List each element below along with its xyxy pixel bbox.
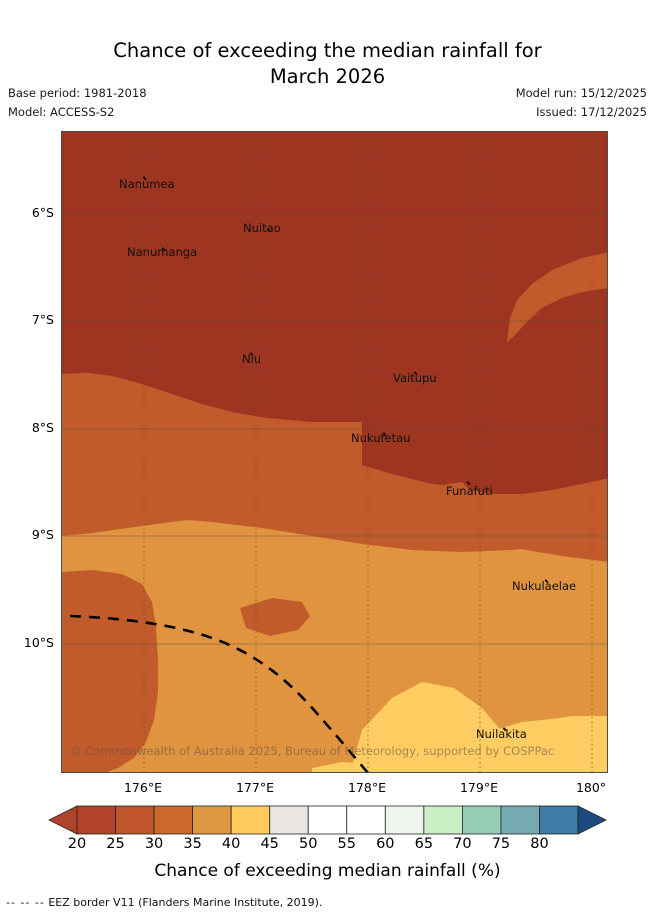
colorbar-tick: 50 [298,836,318,852]
island-label: Nukulaelae [512,579,576,593]
colorbar[interactable]: 20 25 30 35 40 45 50 55 60 65 70 75 80 [0,800,655,860]
island-marker [382,432,387,437]
colorbar-segment[interactable] [384,805,425,835]
colorbar-segment[interactable] [153,805,194,835]
island-label: Nuilakita [476,727,527,741]
colorbar-segment[interactable] [346,805,386,835]
y-tick-10s: 10°S [23,635,54,650]
colorbar-tick: 65 [414,836,434,852]
colorbar-title: Chance of exceeding median rainfall (%) [154,861,501,881]
colorbar-segment[interactable] [461,805,502,835]
y-tick-6s: 6°S [31,205,54,220]
island-marker [413,371,418,376]
colorbar-tick: 60 [376,836,395,852]
colorbar-tick: 75 [491,836,511,852]
y-tick-8s: 8°S [31,420,54,435]
colorbar-segment[interactable] [230,805,271,835]
island-marker [249,352,254,357]
x-tick-176e: 176°E [123,780,162,795]
issued-text: Issued: 17/12/2025 [536,105,647,119]
x-tick-179e: 179°E [459,780,498,795]
eez-footnote-text: EEZ border V11 (Flanders Marine Institut… [48,896,323,909]
colorbar-over-arrow [577,805,607,835]
colorbar-tick: 25 [106,836,125,852]
map-contour-graphic [62,132,607,772]
colorbar-tick: 80 [530,836,549,852]
y-tick-9s: 9°S [31,527,54,542]
model-text: Model: ACCESS-S2 [8,105,115,119]
island-marker [502,727,507,732]
island-label-layer: Nanumea Nuitao Nanumanga Niu Vaitupu Nukufeta… [119,176,576,741]
x-tick-180: 180° [575,780,607,795]
island-marker [142,176,147,181]
colorbar-segment[interactable] [76,805,116,835]
colorbar-segment[interactable] [115,805,155,835]
page-title: Chance of exceeding the median rainfall … [113,39,542,88]
colorbar-segment[interactable] [423,805,463,835]
island-label: Niu [242,352,261,366]
eez-footnote: -- -- -- EEZ border V11 (Flanders Marine… [6,896,322,909]
base-period-text: Base period: 1981-2018 [8,86,147,100]
colorbar-tick: 20 [67,836,87,852]
island-marker [466,481,471,486]
island-marker [161,247,166,252]
model-run-text: Model run: 15/12/2025 [515,86,647,100]
colorbar-under-arrow [48,805,78,835]
eez-dash-symbol: -- -- -- [6,896,45,909]
island-label: Nanumea [119,177,175,191]
colorbar-segment[interactable] [500,805,540,835]
island-label: Nanumanga [127,245,197,259]
island-marker [266,228,271,233]
colorbar-graphic [48,805,607,835]
colorbar-segment[interactable] [539,805,579,835]
colorbar-tick: 55 [337,836,356,852]
colorbar-tick: 40 [221,836,241,852]
y-tick-7s: 7°S [31,312,54,327]
colorbar-segment[interactable] [307,805,348,835]
colorbar-tick: 70 [453,836,472,852]
island-label: Nuitao [243,221,281,235]
island-label: Nukufetau [351,431,410,445]
island-marker [544,579,549,584]
x-tick-177e: 177°E [235,780,274,795]
colorbar-segment[interactable] [192,805,232,835]
colorbar-tick: 45 [260,836,279,852]
colorbar-segment[interactable] [269,805,309,835]
x-tick-178e: 178°E [347,780,386,795]
island-label: Funafuti [446,484,493,498]
rainfall-probability-map[interactable]: Nanumea Nuitao Nanumanga Niu Vaitupu Nukufeta… [61,131,608,773]
island-label: Vaitupu [393,371,437,385]
colorbar-tick: 30 [144,836,164,852]
colorbar-tick: 35 [183,836,202,852]
